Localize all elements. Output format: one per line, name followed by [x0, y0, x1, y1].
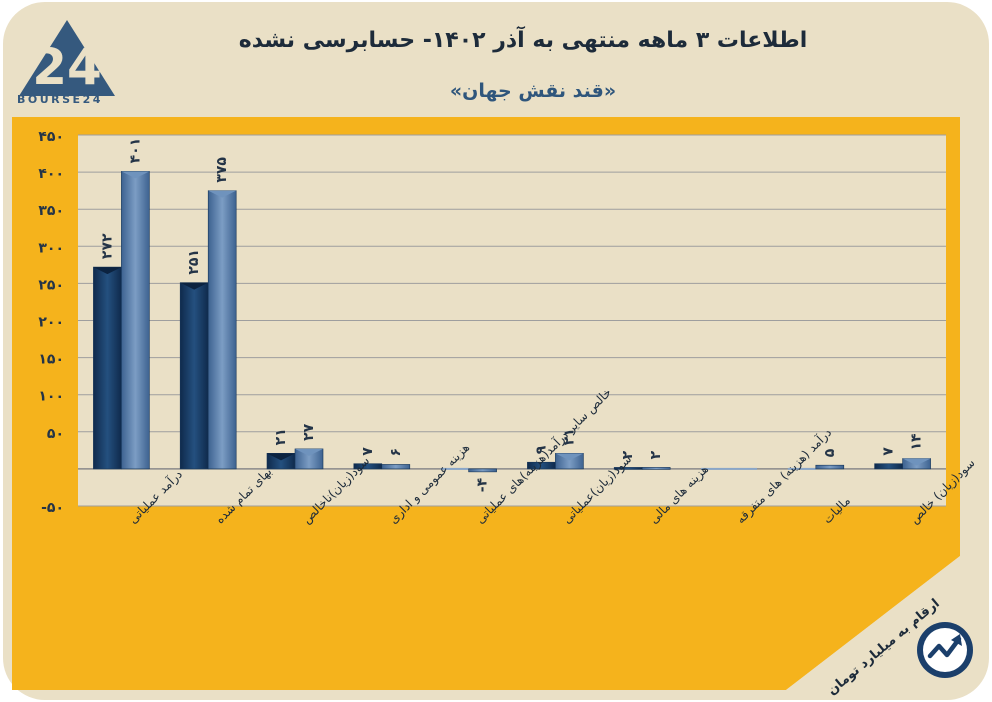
bar-series-1	[179, 282, 209, 470]
data-label: ۹	[533, 445, 549, 454]
bar-series-1	[93, 266, 122, 470]
bar-cap	[902, 458, 931, 466]
data-label: ۲	[648, 450, 664, 459]
data-label: -۴	[475, 477, 491, 492]
y-tick-label: ۴۰۰	[38, 166, 64, 182]
data-label: ۲۱	[561, 428, 577, 445]
data-label: ۲۱	[273, 428, 289, 445]
bar-cap	[180, 282, 209, 290]
data-label: ۱۴	[909, 433, 925, 451]
y-tick-label: ۲۵۰	[38, 277, 64, 293]
logo-text: BOURSE24	[17, 93, 103, 106]
y-tick-label: ۱۰۰	[38, 389, 64, 405]
bar-empty	[440, 467, 469, 470]
bar-empty	[787, 467, 816, 470]
bar-series-2	[641, 467, 671, 470]
data-label: ۴۰۱	[127, 138, 143, 164]
y-tick-label: ۳۵۰	[38, 203, 64, 219]
bar-series-2	[381, 464, 411, 470]
bar-series-2	[815, 464, 845, 470]
data-label: ۷	[360, 447, 376, 456]
bar-cap	[267, 453, 295, 461]
corner-notch	[786, 556, 960, 690]
y-tick-label: -۵۰	[41, 500, 64, 516]
y-tick-label: ۵۰	[47, 426, 64, 442]
data-label: ۲	[620, 450, 636, 459]
y-tick-label: ۳۰۰	[38, 240, 64, 256]
data-label: ۳۷۵	[214, 157, 230, 183]
data-label: ۵	[822, 448, 838, 457]
logo-mark: 24	[32, 38, 102, 96]
y-tick-label: ۴۵۰	[38, 129, 64, 145]
chart-subtitle: «قند نقش جهان»	[449, 80, 617, 102]
bar-series-1	[874, 463, 903, 470]
data-label: ۲۵۱	[186, 249, 202, 275]
trend-badge	[917, 622, 973, 678]
bar-series-2	[121, 171, 150, 470]
data-label: ۲۷	[301, 423, 317, 441]
data-label: ۲۷۲	[99, 233, 115, 259]
data-label: ۶	[388, 448, 404, 457]
bar-cap	[121, 171, 150, 179]
bar-series-2	[468, 468, 497, 473]
y-tick-label: ۱۵۰	[38, 352, 64, 368]
data-label: ۷	[881, 447, 897, 456]
bar-empty	[701, 467, 729, 470]
y-tick-label: ۲۰۰	[38, 315, 64, 331]
bar-cap	[555, 453, 584, 461]
bar-cap	[208, 190, 237, 198]
bar-cap	[93, 267, 122, 275]
bar-series-2	[207, 190, 237, 470]
bar-cap	[295, 448, 323, 456]
chart-title: اطلاعات ۳ ماهه منتهی به آذر ۱۴۰۲- حسابرس…	[238, 28, 808, 53]
bar-empty	[729, 467, 757, 470]
bourse24-logo: 24	[19, 20, 115, 96]
